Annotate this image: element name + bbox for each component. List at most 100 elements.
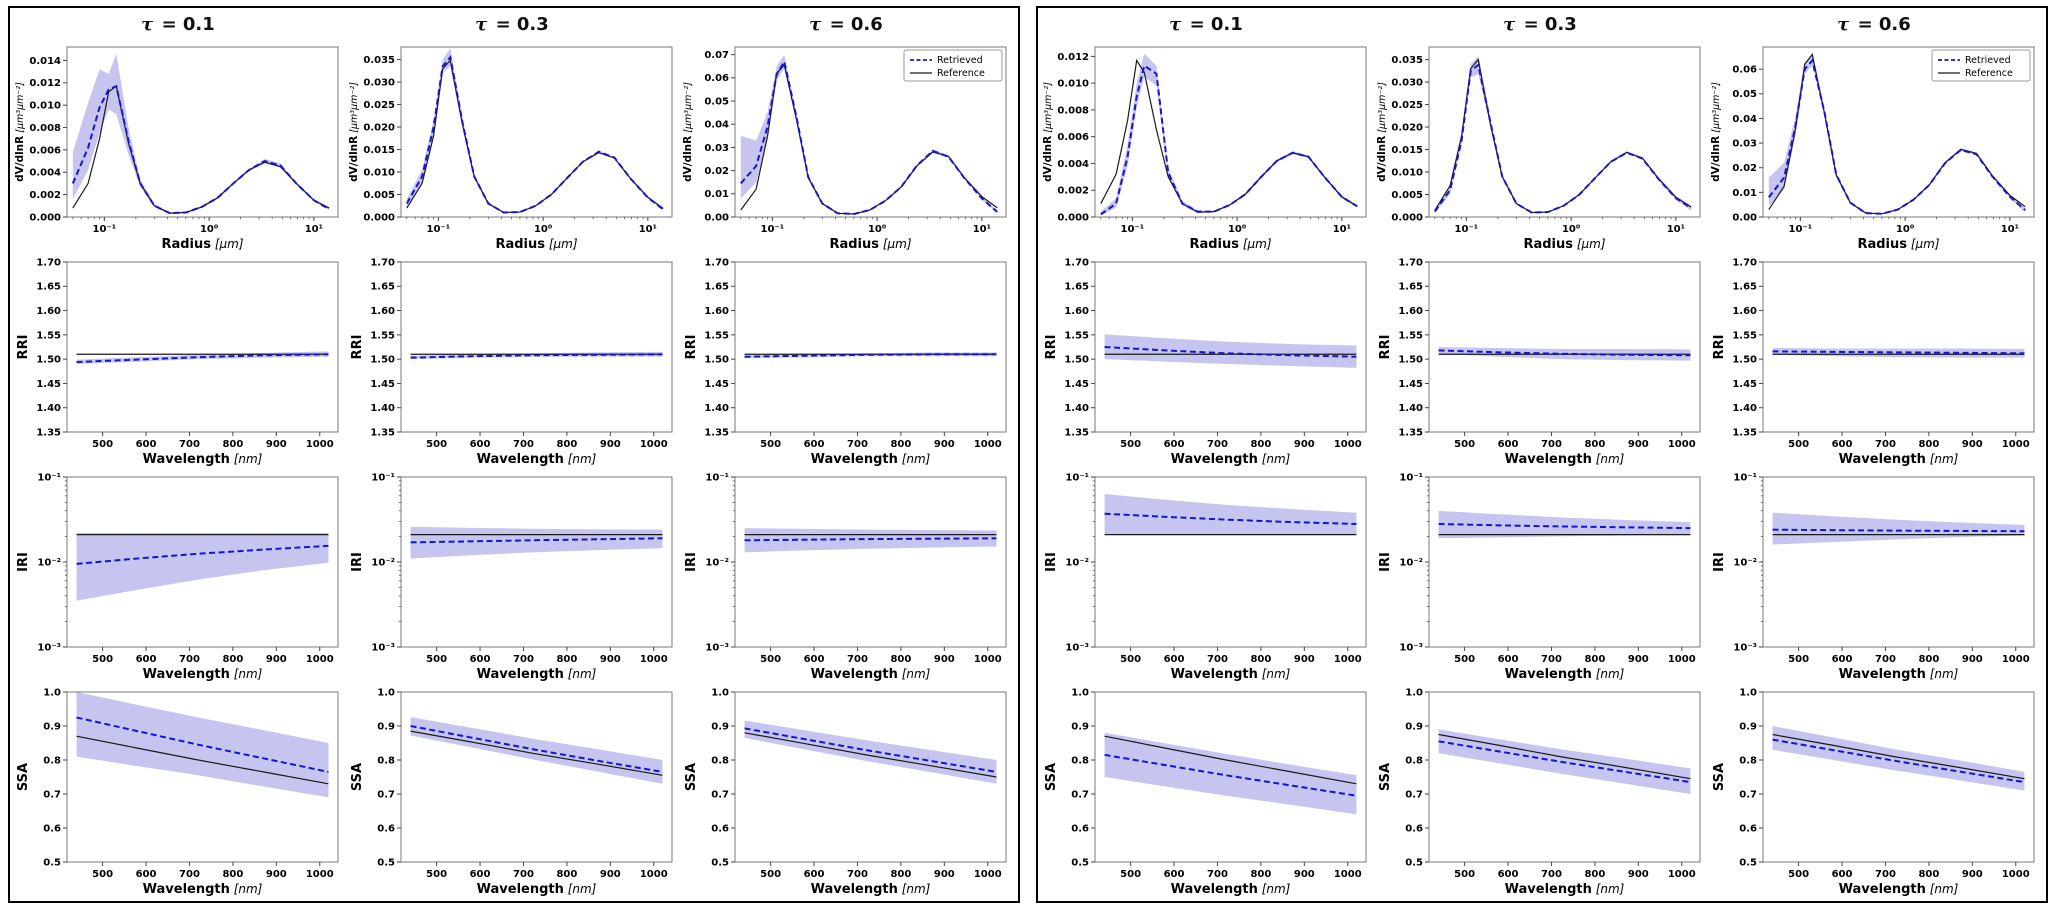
y-axis-label: IRI <box>350 552 365 572</box>
svg-text:500: 500 <box>760 654 781 665</box>
svg-text:700: 700 <box>847 654 868 665</box>
svg-text:0.010: 0.010 <box>1057 79 1089 90</box>
svg-text:900: 900 <box>1628 869 1649 880</box>
svg-text:1.35: 1.35 <box>704 427 729 438</box>
subplot-right-size-tau01: 10⁻¹ 10⁰ 10¹ 0.000 0.002 0.004 0.006 0.008 0.010… <box>1039 40 1373 255</box>
svg-text:10⁻²: 10⁻² <box>37 557 61 568</box>
svg-text:10⁻¹: 10⁻¹ <box>1399 472 1423 483</box>
svg-text:0.6: 0.6 <box>377 823 395 834</box>
svg-text:0.9: 0.9 <box>1739 721 1757 732</box>
x-axis-label: Radius [μm] <box>495 237 577 252</box>
figure-panel-right: τ = 0.1 τ = 0.3 τ = 0.6 10⁻¹ 10⁰ 10¹ 0.000 0… <box>1036 6 2048 903</box>
figure-panel-left: τ = 0.1 τ = 0.3 τ = 0.6 10⁻¹ 10⁰ 10¹ 0.000 0… <box>8 6 1020 903</box>
svg-text:0.8: 0.8 <box>1071 755 1089 766</box>
R-r2c2-chart: 500 600 700 800 900 1000 1.35 1.40 1.45 1.50 1.55 1… <box>1378 257 1701 467</box>
svg-text:0.07: 0.07 <box>704 50 729 61</box>
svg-text:0.7: 0.7 <box>43 789 61 800</box>
subplot-left-rri-tau01: 500 600 700 800 900 1000 1.35 1.40 1.45 1.50 1.55 1… <box>11 255 345 470</box>
x-axis-label: Radius [μm] <box>1857 237 1939 252</box>
svg-text:0.010: 0.010 <box>29 101 61 112</box>
svg-text:1.35: 1.35 <box>1732 427 1757 438</box>
uncertainty-band <box>410 526 663 559</box>
svg-text:0.035: 0.035 <box>1391 55 1423 66</box>
svg-text:1.55: 1.55 <box>370 330 395 341</box>
svg-text:800: 800 <box>1918 654 1939 665</box>
y-axis-label: RRI <box>684 335 699 360</box>
svg-text:500: 500 <box>1788 439 1809 450</box>
retrieved-line <box>410 537 663 544</box>
svg-text:0.06: 0.06 <box>1732 65 1757 76</box>
svg-text:0.7: 0.7 <box>1071 789 1089 800</box>
reference-line <box>1772 733 2025 780</box>
svg-text:900: 900 <box>934 654 955 665</box>
svg-text:1000: 1000 <box>306 869 334 880</box>
subplot-right-ssa-tau01: 500 600 700 800 900 1000 0.5 0.6 0.7 0.8 0.9 1.0 Wav… <box>1039 685 1373 900</box>
x-axis-label: Wavelength [nm] <box>1171 882 1291 897</box>
svg-text:10¹: 10¹ <box>639 224 657 235</box>
svg-text:10⁻¹: 10⁻¹ <box>761 224 785 235</box>
svg-text:1.60: 1.60 <box>1732 306 1757 317</box>
subplot-right-iri-tau03: 500 600 700 800 900 1000 10⁻³ 10⁻² 10⁻¹ Wavelengt… <box>1373 470 1707 685</box>
svg-text:0.020: 0.020 <box>1391 122 1423 133</box>
svg-text:800: 800 <box>1584 439 1605 450</box>
svg-text:0.7: 0.7 <box>1405 789 1423 800</box>
svg-text:1.40: 1.40 <box>1064 403 1089 414</box>
svg-text:0.00: 0.00 <box>1732 212 1757 223</box>
svg-text:0.05: 0.05 <box>1732 89 1757 100</box>
svg-text:1000: 1000 <box>974 439 1002 450</box>
svg-text:0.008: 0.008 <box>1057 105 1089 116</box>
subplot-right-iri-tau01: 500 600 700 800 900 1000 10⁻³ 10⁻² 10⁻¹ Wavelengt… <box>1039 470 1373 685</box>
reference-line <box>744 732 997 778</box>
x-axis-label: Wavelength [nm] <box>477 667 597 682</box>
svg-text:900: 900 <box>1628 439 1649 450</box>
subplot-right-size-tau06: 10⁻¹ 10⁰ 10¹ 0.00 0.01 0.02 0.03 0.04 0.05 0.06 Ra… <box>1707 40 2041 255</box>
svg-text:1.35: 1.35 <box>1398 427 1423 438</box>
uncertainty-band <box>72 53 330 214</box>
svg-text:1.45: 1.45 <box>36 379 61 390</box>
svg-text:1.45: 1.45 <box>370 379 395 390</box>
svg-text:700: 700 <box>1207 869 1228 880</box>
svg-text:800: 800 <box>1584 654 1605 665</box>
svg-text:10⁻¹: 10⁻¹ <box>427 224 451 235</box>
svg-text:500: 500 <box>1454 869 1475 880</box>
svg-text:1.60: 1.60 <box>36 306 61 317</box>
subplot-left-iri-tau01: 500 600 700 800 900 1000 10⁻³ 10⁻² 10⁻¹ Wavelengt… <box>11 470 345 685</box>
svg-text:700: 700 <box>513 439 534 450</box>
svg-text:0.9: 0.9 <box>1405 721 1423 732</box>
y-axis-label: SSA <box>1378 763 1393 791</box>
svg-text:500: 500 <box>1120 439 1141 450</box>
svg-text:0.002: 0.002 <box>1057 186 1089 197</box>
svg-text:1.50: 1.50 <box>704 355 729 366</box>
svg-text:0.025: 0.025 <box>363 100 395 111</box>
svg-text:1000: 1000 <box>1668 654 1696 665</box>
svg-text:0.6: 0.6 <box>1071 823 1089 834</box>
svg-text:10⁻³: 10⁻³ <box>1399 642 1423 653</box>
svg-text:0.7: 0.7 <box>377 789 395 800</box>
subplot-left-size-tau01: 10⁻¹ 10⁰ 10¹ 0.000 0.002 0.004 0.006 0.008 0.010… <box>11 40 345 255</box>
subplot-left-ssa-tau01: 500 600 700 800 900 1000 0.5 0.6 0.7 0.8 0.9 1.0 Wav… <box>11 685 345 900</box>
R-r4c3-chart: 500 600 700 800 900 1000 0.5 0.6 0.7 0.8 0.9 1.0 Wav… <box>1712 687 2035 897</box>
svg-text:1.65: 1.65 <box>1398 282 1423 293</box>
svg-text:10⁻¹: 10⁻¹ <box>371 472 395 483</box>
col-title-tau-0.6: τ = 0.6 <box>809 14 883 35</box>
y-axis-label: dV/dlnR [μm³μm⁻²] <box>1710 82 1722 182</box>
svg-text:800: 800 <box>1584 869 1605 880</box>
retrieved-line <box>405 55 664 214</box>
svg-text:700: 700 <box>847 869 868 880</box>
svg-text:800: 800 <box>222 869 243 880</box>
retrieved-line <box>744 727 997 773</box>
x-axis-label: Wavelength [nm] <box>1171 452 1291 467</box>
svg-text:1000: 1000 <box>2002 869 2030 880</box>
subplot-right-rri-tau01: 500 600 700 800 900 1000 1.35 1.40 1.45 1.50 1.55 1… <box>1039 255 1373 470</box>
x-axis-label: Wavelength [nm] <box>1839 667 1959 682</box>
R-r3c1-chart: 500 600 700 800 900 1000 10⁻³ 10⁻² 10⁻¹ Wavelengt… <box>1044 472 1367 682</box>
svg-text:0.8: 0.8 <box>1405 755 1423 766</box>
reference-line <box>76 735 329 785</box>
col-title-tau-0.6: τ = 0.6 <box>1837 14 1911 35</box>
svg-text:0.03: 0.03 <box>1732 138 1757 149</box>
col-title-tau-0.3: τ = 0.3 <box>475 14 549 35</box>
x-axis-label: Radius [μm] <box>161 237 243 252</box>
reference-line <box>1434 58 1692 214</box>
svg-text:1.70: 1.70 <box>1732 257 1757 268</box>
L-r2c1-chart: 500 600 700 800 900 1000 1.35 1.40 1.45 1.50 1.55 1… <box>16 257 339 467</box>
